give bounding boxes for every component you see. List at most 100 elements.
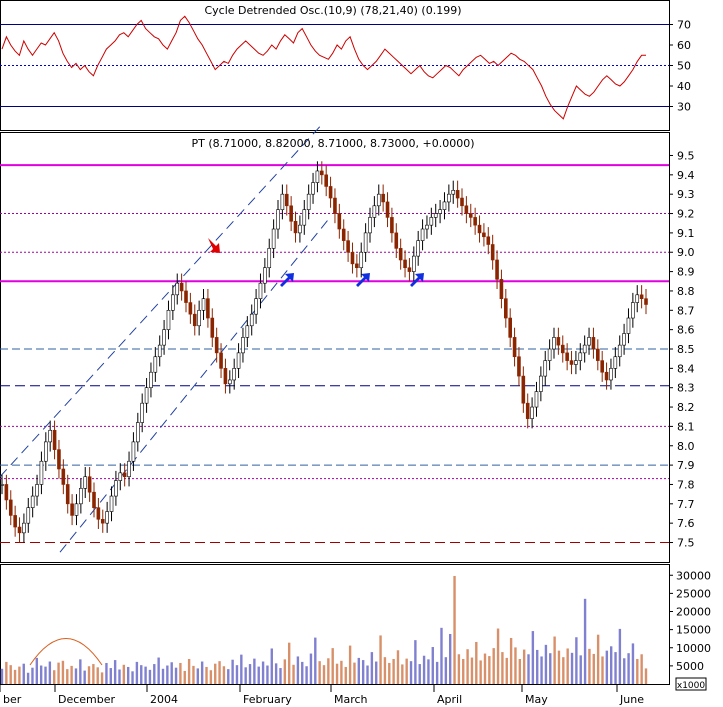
candle-body bbox=[162, 329, 166, 346]
price-candle bbox=[315, 161, 320, 193]
oscillator-panel: Cycle Detrended Osc.(10,9) (78,21,40) (0… bbox=[0, 0, 691, 131]
candle-body bbox=[26, 507, 31, 524]
price-candle bbox=[153, 347, 158, 382]
volume-tick-label: 10000 bbox=[676, 642, 711, 655]
price-candle bbox=[140, 393, 144, 433]
volume-bar bbox=[592, 653, 595, 684]
volume-bar bbox=[557, 650, 561, 684]
volume-bar bbox=[553, 636, 556, 684]
volume-bar bbox=[292, 664, 295, 684]
volume-bar bbox=[396, 650, 400, 684]
candle-body bbox=[44, 441, 48, 462]
price-candle bbox=[433, 203, 438, 228]
price-candle bbox=[83, 467, 88, 499]
candle-body bbox=[8, 499, 13, 516]
candle-body bbox=[65, 484, 70, 505]
price-candle bbox=[552, 327, 556, 359]
candle-body bbox=[622, 333, 626, 346]
oscillator-line bbox=[1, 15, 646, 120]
price-candle bbox=[192, 304, 197, 336]
price-candle bbox=[298, 215, 302, 243]
price-candle bbox=[596, 339, 600, 371]
price-tick-label: 9.5 bbox=[677, 149, 695, 162]
month-label: 2004 bbox=[150, 693, 178, 706]
candle-body bbox=[175, 282, 180, 296]
price-candle bbox=[179, 273, 184, 301]
arrow-icon bbox=[208, 238, 220, 253]
price-candle bbox=[311, 172, 315, 204]
price-candle bbox=[560, 335, 565, 363]
price-candle bbox=[644, 289, 648, 315]
price-candle bbox=[320, 161, 324, 185]
volume-bar bbox=[579, 655, 582, 684]
candle-body bbox=[591, 337, 596, 350]
candle-body bbox=[600, 360, 604, 373]
month-label: March bbox=[334, 693, 368, 706]
price-candle bbox=[188, 292, 193, 324]
price-candle bbox=[622, 323, 626, 355]
oscillator-title: Cycle Detrended Osc.(10,9) (78,21,40) (0… bbox=[204, 4, 461, 17]
volume-bar bbox=[566, 648, 569, 684]
volume-bar bbox=[96, 667, 99, 684]
volume-bar bbox=[383, 657, 387, 684]
price-candle bbox=[499, 269, 504, 309]
candle-body bbox=[543, 360, 548, 377]
volume-bar bbox=[462, 658, 465, 684]
candle-body bbox=[315, 170, 320, 183]
volume-tick-label: 20000 bbox=[676, 606, 711, 619]
candle-body bbox=[521, 375, 526, 404]
candle-body bbox=[539, 375, 543, 392]
price-candle bbox=[341, 219, 346, 251]
volume-bar bbox=[518, 658, 522, 684]
candle-body bbox=[258, 282, 263, 299]
candle-body bbox=[179, 282, 184, 292]
volume-bar bbox=[475, 641, 478, 684]
price-candle bbox=[420, 219, 425, 251]
candle-body bbox=[136, 422, 140, 443]
price-candle bbox=[122, 463, 127, 487]
price-candle bbox=[359, 242, 364, 278]
price-candle bbox=[100, 509, 105, 533]
price-candle bbox=[206, 289, 210, 328]
arrow-icon bbox=[280, 273, 294, 287]
price-candle bbox=[425, 215, 429, 239]
price-candle bbox=[372, 196, 377, 228]
candle-body bbox=[241, 337, 245, 354]
volume-bar bbox=[453, 575, 456, 684]
price-candle bbox=[157, 335, 162, 367]
price-candle bbox=[92, 482, 96, 518]
price-candle bbox=[249, 304, 254, 336]
candle-body bbox=[574, 360, 578, 365]
volume-bar bbox=[257, 666, 260, 684]
price-candle bbox=[258, 273, 263, 309]
volume-bar bbox=[618, 628, 622, 684]
price-candle bbox=[521, 366, 526, 413]
volume-bar bbox=[427, 659, 430, 684]
price-candle bbox=[363, 223, 368, 262]
candle-body bbox=[131, 441, 136, 462]
price-tick-label: 7.5 bbox=[677, 537, 695, 550]
candle-body bbox=[57, 449, 61, 470]
volume-bar bbox=[514, 647, 517, 684]
candle-body bbox=[157, 344, 162, 358]
price-candle bbox=[22, 513, 26, 543]
units-label: x1000 bbox=[677, 681, 706, 691]
price-candle bbox=[13, 505, 17, 537]
candle-body bbox=[626, 317, 631, 334]
price-tick-label: 8.1 bbox=[677, 420, 695, 433]
volume-bar bbox=[135, 661, 139, 684]
price-candle bbox=[376, 184, 381, 216]
candle-body bbox=[210, 317, 215, 338]
volume-bar bbox=[379, 635, 382, 684]
candle-body bbox=[171, 294, 175, 311]
candle-body bbox=[438, 209, 442, 214]
price-candle bbox=[96, 498, 101, 529]
candle-body bbox=[333, 197, 337, 214]
price-tick-label: 9.1 bbox=[677, 227, 695, 240]
candle-body bbox=[267, 248, 272, 269]
candle-body bbox=[473, 217, 477, 226]
volume-bar bbox=[401, 664, 404, 684]
volume-bar bbox=[366, 665, 369, 684]
price-tick-label: 8.2 bbox=[677, 401, 695, 414]
